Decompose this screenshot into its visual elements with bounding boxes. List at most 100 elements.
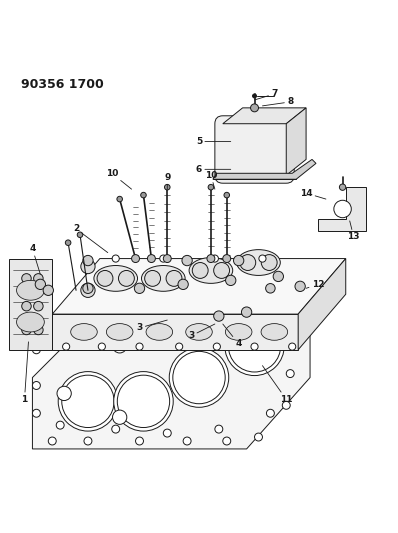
Text: 10: 10 [105,169,132,189]
Circle shape [32,409,40,417]
Circle shape [65,240,71,246]
Circle shape [22,325,31,335]
Circle shape [168,331,182,345]
Circle shape [144,270,160,286]
Polygon shape [298,259,346,350]
Circle shape [223,255,231,263]
Polygon shape [286,108,306,175]
Circle shape [117,375,170,427]
Circle shape [226,275,236,286]
Text: 5: 5 [196,137,231,146]
Circle shape [195,310,203,318]
Circle shape [32,382,40,390]
Circle shape [234,255,244,266]
Circle shape [114,372,173,431]
Polygon shape [52,314,298,350]
Text: 4: 4 [29,244,40,274]
Circle shape [251,104,258,112]
Circle shape [77,232,83,238]
Text: 4: 4 [223,324,242,349]
Ellipse shape [237,249,280,276]
Circle shape [273,271,283,281]
Circle shape [240,255,256,270]
Circle shape [84,437,92,445]
Ellipse shape [94,265,138,292]
Circle shape [224,323,238,337]
Circle shape [289,343,296,350]
Circle shape [192,263,208,278]
Circle shape [112,425,120,433]
Text: 6: 6 [196,165,231,174]
Polygon shape [32,314,310,449]
Polygon shape [318,187,366,231]
Circle shape [259,255,266,262]
Circle shape [33,325,43,335]
Circle shape [112,255,119,262]
Ellipse shape [146,324,173,340]
Ellipse shape [17,312,44,332]
Circle shape [169,348,229,407]
Circle shape [43,285,53,295]
Circle shape [141,192,146,198]
Circle shape [178,279,188,289]
Circle shape [83,255,93,266]
Ellipse shape [186,324,212,340]
Circle shape [163,429,171,437]
Circle shape [147,255,155,263]
Circle shape [119,270,135,286]
Circle shape [213,343,220,350]
Circle shape [295,281,305,292]
Circle shape [261,255,277,270]
Circle shape [62,375,114,427]
Ellipse shape [106,324,133,340]
Circle shape [166,270,182,286]
Circle shape [98,343,105,350]
Circle shape [253,94,256,98]
Text: 11: 11 [262,366,293,404]
Text: 90356 1700: 90356 1700 [21,78,103,91]
Text: 12: 12 [306,280,324,289]
Circle shape [290,338,298,346]
Text: 10: 10 [205,171,217,189]
Circle shape [282,401,290,409]
Circle shape [96,310,104,318]
Circle shape [339,184,346,190]
FancyBboxPatch shape [215,116,294,183]
Circle shape [266,409,274,417]
Text: 1: 1 [21,342,29,404]
Circle shape [164,184,170,190]
Circle shape [160,255,167,262]
Circle shape [207,255,215,263]
Circle shape [211,255,219,262]
Circle shape [228,320,281,372]
Circle shape [136,343,143,350]
Circle shape [225,316,284,376]
Polygon shape [9,259,52,350]
Circle shape [33,273,43,283]
Text: 2: 2 [73,224,108,253]
Circle shape [132,255,140,263]
Circle shape [242,307,252,317]
Ellipse shape [261,324,288,340]
Circle shape [265,284,275,293]
Circle shape [251,343,258,350]
Circle shape [97,270,113,286]
Ellipse shape [17,280,44,300]
Ellipse shape [142,265,185,292]
Circle shape [163,255,171,263]
Circle shape [136,437,143,445]
Circle shape [48,437,56,445]
Circle shape [182,255,192,266]
Circle shape [56,421,64,429]
Circle shape [32,346,40,354]
Text: 14: 14 [300,189,326,199]
Circle shape [135,283,144,294]
Circle shape [22,273,31,283]
Circle shape [255,433,262,441]
Circle shape [33,301,43,311]
Ellipse shape [225,324,252,340]
Circle shape [173,351,225,403]
Circle shape [81,260,95,273]
Circle shape [214,311,224,321]
Ellipse shape [189,257,233,284]
